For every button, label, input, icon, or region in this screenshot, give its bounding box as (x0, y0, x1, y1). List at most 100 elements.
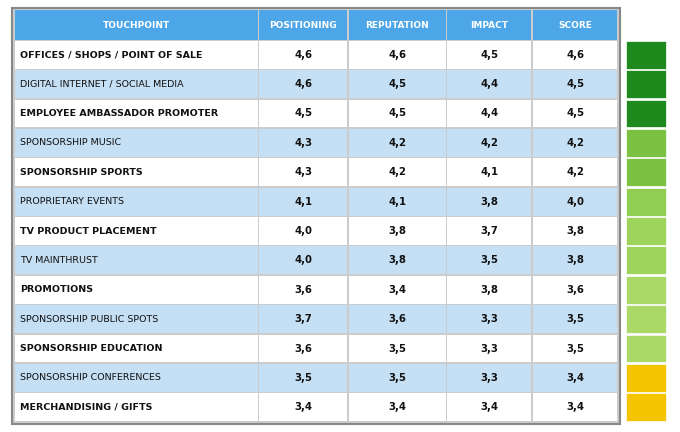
Text: 3,6: 3,6 (294, 285, 312, 295)
Bar (447, 10, 532, 40)
Text: EMPLOYEE AMBASSADOR PROMOTER: EMPLOYEE AMBASSADOR PROMOTER (20, 109, 218, 118)
Bar (447, 246, 532, 274)
Bar (447, 217, 532, 245)
Bar (447, 187, 532, 216)
Text: 3,8: 3,8 (480, 197, 498, 206)
Bar (15, 305, 258, 333)
Bar (259, 41, 347, 69)
Bar (447, 364, 532, 392)
Bar (447, 305, 532, 333)
Text: 3,6: 3,6 (566, 285, 584, 295)
Bar (447, 158, 532, 186)
Text: 3,5: 3,5 (388, 373, 406, 383)
Text: SPONSORSHIP MUSIC: SPONSORSHIP MUSIC (20, 138, 121, 147)
Bar (15, 41, 258, 69)
Text: 4,2: 4,2 (388, 138, 406, 148)
Bar (15, 246, 258, 274)
Bar (349, 394, 445, 421)
Bar (349, 158, 445, 186)
Bar (15, 70, 258, 98)
Text: 4,3: 4,3 (294, 138, 312, 148)
Bar (626, 394, 666, 421)
Bar (15, 10, 258, 40)
Text: 3,6: 3,6 (388, 314, 406, 324)
Bar (626, 158, 666, 186)
Bar (533, 246, 617, 274)
Text: 3,8: 3,8 (388, 255, 406, 265)
Bar (533, 276, 617, 304)
Bar (259, 305, 347, 333)
Bar (349, 305, 445, 333)
Bar (349, 217, 445, 245)
Text: 3,4: 3,4 (566, 373, 584, 383)
Bar (349, 41, 445, 69)
Text: 4,5: 4,5 (566, 108, 584, 118)
Bar (349, 70, 445, 98)
Text: 3,6: 3,6 (294, 343, 312, 353)
Text: MERCHANDISING / GIFTS: MERCHANDISING / GIFTS (20, 403, 152, 412)
Bar (626, 217, 666, 245)
Text: 3,3: 3,3 (480, 373, 498, 383)
Bar (626, 129, 666, 157)
Text: 4,6: 4,6 (388, 50, 406, 60)
Bar (15, 99, 258, 127)
Bar (626, 70, 666, 98)
Text: SPONSORSHIP EDUCATION: SPONSORSHIP EDUCATION (20, 344, 163, 353)
Text: 3,3: 3,3 (480, 343, 498, 353)
Bar (447, 41, 532, 69)
Text: TV PRODUCT PLACEMENT: TV PRODUCT PLACEMENT (20, 226, 156, 235)
Text: 4,1: 4,1 (294, 197, 312, 206)
Text: 4,4: 4,4 (480, 79, 498, 89)
Bar (626, 246, 666, 274)
Bar (626, 305, 666, 333)
Bar (447, 335, 532, 362)
Bar (349, 187, 445, 216)
Text: 3,4: 3,4 (388, 285, 406, 295)
Bar (349, 335, 445, 362)
Bar (259, 10, 347, 40)
Bar (12, 8, 620, 424)
Text: 4,2: 4,2 (480, 138, 498, 148)
Bar (447, 276, 532, 304)
Bar (349, 99, 445, 127)
Bar (626, 335, 666, 362)
Text: 4,6: 4,6 (294, 50, 312, 60)
Bar (626, 99, 666, 127)
Text: 3,8: 3,8 (566, 255, 584, 265)
Bar (626, 41, 666, 69)
Text: 4,0: 4,0 (566, 197, 584, 206)
Bar (533, 364, 617, 392)
Text: 3,4: 3,4 (480, 402, 498, 412)
Bar (259, 364, 347, 392)
Bar (15, 187, 258, 216)
Text: 4,1: 4,1 (388, 197, 407, 206)
Bar (447, 99, 532, 127)
Bar (259, 187, 347, 216)
Text: 4,2: 4,2 (566, 167, 584, 177)
Bar (15, 276, 258, 304)
Text: SPONSORSHIP PUBLIC SPOTS: SPONSORSHIP PUBLIC SPOTS (20, 314, 158, 324)
Text: SPONSORSHIP SPORTS: SPONSORSHIP SPORTS (20, 168, 143, 177)
Bar (349, 246, 445, 274)
Text: 4,4: 4,4 (480, 108, 498, 118)
Text: 4,2: 4,2 (566, 138, 584, 148)
Bar (15, 335, 258, 362)
Text: IMPACT: IMPACT (471, 20, 509, 29)
Bar (533, 99, 617, 127)
Text: 3,4: 3,4 (388, 402, 406, 412)
Text: 3,5: 3,5 (294, 373, 312, 383)
Bar (15, 364, 258, 392)
Text: 3,7: 3,7 (481, 226, 498, 236)
Text: 3,5: 3,5 (388, 343, 406, 353)
Bar (349, 10, 445, 40)
Bar (533, 70, 617, 98)
Bar (15, 158, 258, 186)
Bar (626, 187, 666, 216)
Text: 3,3: 3,3 (480, 314, 498, 324)
Text: POSITIONING: POSITIONING (269, 20, 337, 29)
Text: 4,0: 4,0 (294, 255, 312, 265)
Bar (259, 335, 347, 362)
Bar (626, 276, 666, 304)
Bar (533, 394, 617, 421)
Text: 4,5: 4,5 (294, 108, 312, 118)
